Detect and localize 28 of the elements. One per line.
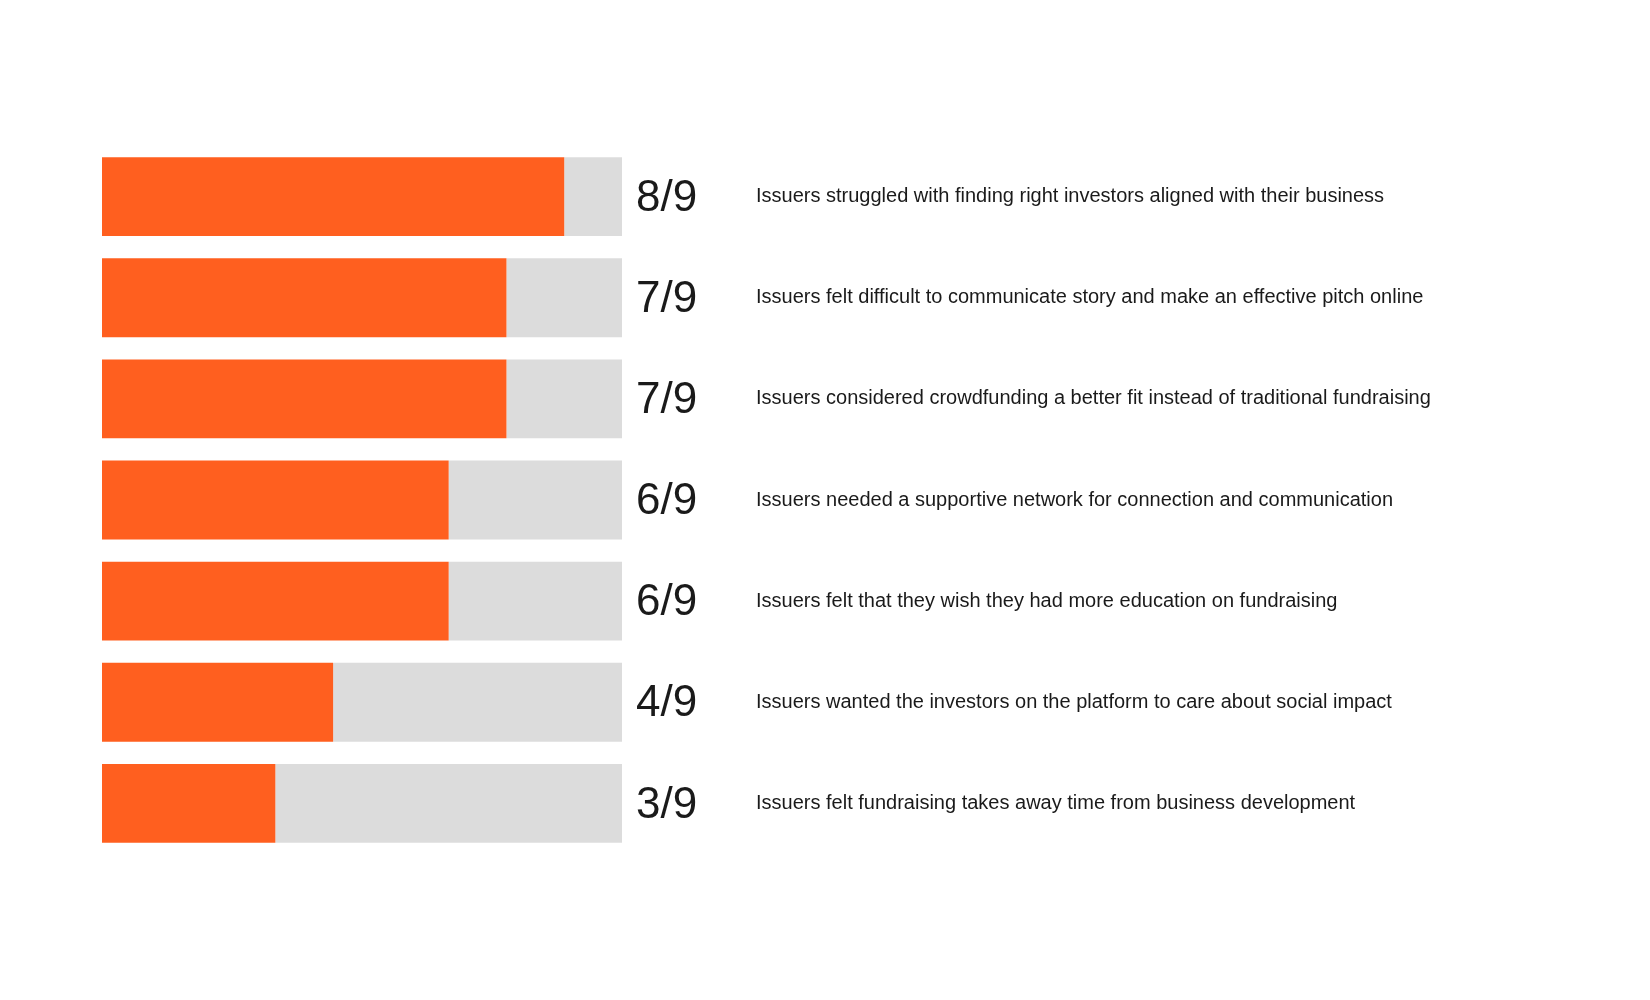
bar (102, 662, 334, 742)
y-tick-label: Issuers considered crowdfunding a better fit instead of traditional fundraising (756, 386, 1431, 409)
data-label: 3/9 (636, 777, 698, 827)
y-tick-label: Issuers needed a supportive network for connection and communication (756, 487, 1394, 510)
bar (102, 763, 276, 843)
bar (448, 460, 622, 540)
y-tick-label: Issuers struggled with finding right investors aligned with their business (756, 184, 1385, 207)
data-label: 4/9 (636, 676, 698, 726)
bar (275, 763, 622, 843)
y-tick-label: Issuers felt difficult to communicate story and make an effective pitch online (756, 285, 1424, 308)
bar (102, 561, 449, 641)
bar (564, 157, 622, 237)
bar (102, 460, 449, 540)
bar (448, 561, 622, 641)
data-label: 7/9 (636, 373, 698, 422)
bar (102, 157, 565, 237)
bar (506, 258, 622, 338)
data-label: 8/9 (636, 170, 698, 220)
data-label: 6/9 (636, 575, 698, 625)
bar (102, 359, 507, 439)
bar (333, 662, 622, 742)
y-tick-label: Issuers felt fundraising takes away time from business development (756, 790, 1356, 813)
bar (102, 258, 507, 338)
data-label: 6/9 (636, 474, 698, 524)
data-label: 7/9 (636, 271, 698, 321)
y-tick-label: Issuers felt that they wish they had more education on fundraising (756, 588, 1338, 611)
y-tick-label: Issuers wanted the investors on the platform to care about social impact (756, 689, 1393, 712)
bar (506, 359, 622, 439)
